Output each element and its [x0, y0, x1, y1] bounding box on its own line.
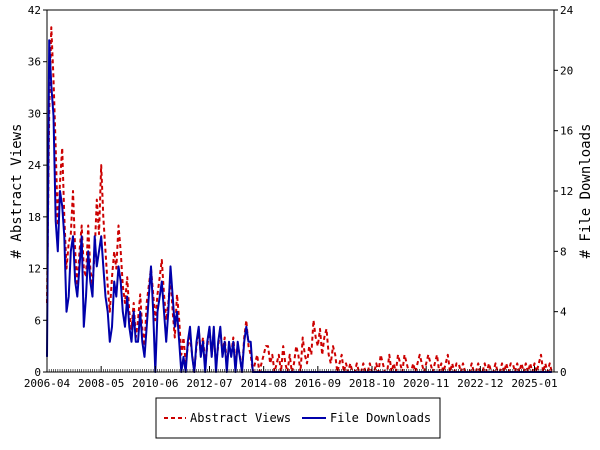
- series-line-abstract-views: [46, 26, 553, 373]
- y-right-tick-label: 16: [560, 125, 573, 138]
- legend: Abstract Views File Downloads: [155, 397, 441, 439]
- x-tick-label: 2012-07: [186, 377, 232, 390]
- x-tick-label: 2020-11: [403, 377, 449, 390]
- x-tick-label: 2010-06: [132, 377, 178, 390]
- y-right-tick-label: 4: [560, 306, 567, 319]
- y-axis-left: 0 6 12 18 24 30 36 42: [28, 4, 47, 379]
- y-right-tick-label: 12: [560, 185, 573, 198]
- y-left-tick-label: 30: [28, 107, 41, 120]
- x-tick-label: 2008-05: [78, 377, 124, 390]
- legend-label-file-downloads: File Downloads: [330, 411, 431, 425]
- y-axis-right-title: # File Downloads: [578, 124, 594, 259]
- y-right-tick-label: 8: [560, 245, 567, 258]
- y-axis-right: 0 4 8 12 16 20 24: [554, 4, 574, 379]
- y-right-tick-label: 20: [560, 64, 573, 77]
- y-left-tick-label: 6: [34, 314, 41, 327]
- x-tick-label: 2025-01: [511, 377, 557, 390]
- y-left-tick-label: 36: [28, 56, 41, 69]
- y-left-tick-label: 12: [28, 263, 41, 276]
- x-tick-label: 2016-09: [295, 377, 341, 390]
- x-axis: 2006-04 2008-05 2010-06 2012-07 2014-08 2016-…: [24, 366, 558, 390]
- legend-box: [155, 397, 441, 439]
- y-left-tick-label: 0: [34, 366, 41, 379]
- y-left-tick-label: 42: [28, 4, 41, 17]
- y-right-tick-label: 0: [560, 366, 567, 379]
- y-left-tick-label: 18: [28, 211, 41, 224]
- x-tick-label: 2018-10: [349, 377, 395, 390]
- y-left-tick-label: 24: [28, 159, 42, 172]
- y-right-tick-label: 24: [560, 4, 574, 17]
- legend-label-abstract-views: Abstract Views: [190, 411, 291, 425]
- x-tick-label: 2022-12: [457, 377, 503, 390]
- x-tick-label: 2014-08: [240, 377, 286, 390]
- x-tick-label: 2006-04: [24, 377, 71, 390]
- y-axis-left-title: # Abstract Views: [9, 124, 25, 259]
